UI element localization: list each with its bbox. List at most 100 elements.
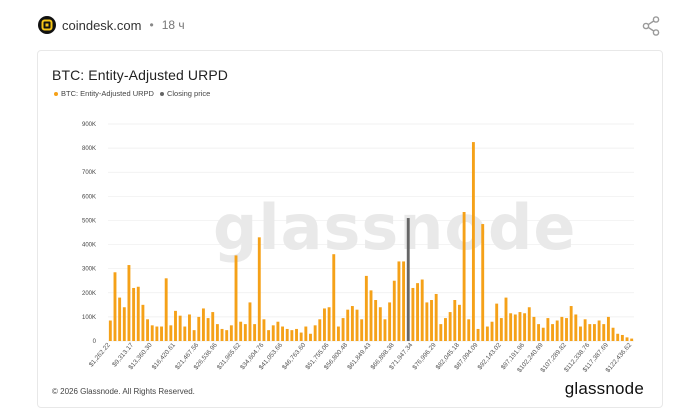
urpd-bar[interactable] <box>532 316 536 341</box>
urpd-bar[interactable] <box>164 278 168 341</box>
urpd-bar[interactable] <box>201 308 205 341</box>
urpd-bar[interactable] <box>565 318 568 341</box>
urpd-bar[interactable] <box>630 338 634 341</box>
urpd-bar[interactable] <box>299 332 303 341</box>
urpd-bar[interactable] <box>606 316 610 341</box>
legend-item-urpd[interactable]: BTC: Entity-Adjusted URPD <box>54 89 154 98</box>
urpd-bar[interactable] <box>239 321 243 341</box>
urpd-bar[interactable] <box>350 306 354 341</box>
urpd-bar[interactable] <box>481 224 485 341</box>
urpd-bar[interactable] <box>476 328 480 341</box>
urpd-bar[interactable] <box>257 237 261 341</box>
urpd-bar[interactable] <box>323 308 326 341</box>
urpd-bar[interactable] <box>579 326 582 341</box>
urpd-bar[interactable] <box>616 333 620 341</box>
urpd-bar[interactable] <box>113 272 117 341</box>
urpd-bar[interactable] <box>309 333 312 341</box>
legend-item-closing-price[interactable]: Closing price <box>159 89 210 98</box>
glassnode-logo[interactable]: glassnode <box>564 379 644 398</box>
urpd-bar[interactable] <box>285 328 289 341</box>
urpd-bar[interactable] <box>588 324 592 341</box>
urpd-bar[interactable] <box>318 319 322 341</box>
urpd-bar[interactable] <box>304 326 308 341</box>
urpd-bar[interactable] <box>369 290 373 341</box>
urpd-bar[interactable] <box>346 309 350 341</box>
urpd-bar[interactable] <box>574 314 578 341</box>
urpd-bar[interactable] <box>374 300 378 341</box>
urpd-bar[interactable] <box>341 318 345 341</box>
urpd-bar[interactable] <box>458 304 461 341</box>
urpd-bar[interactable] <box>155 326 159 341</box>
urpd-bar[interactable] <box>355 309 359 341</box>
urpd-bar[interactable] <box>295 328 298 341</box>
urpd-bar[interactable] <box>327 307 331 341</box>
urpd-bar[interactable] <box>513 314 517 341</box>
urpd-bar[interactable] <box>267 330 271 341</box>
urpd-bar[interactable] <box>160 326 163 341</box>
urpd-bar[interactable] <box>420 279 424 341</box>
chart-card[interactable]: BTC: Entity-Adjusted URPD BTC: Entity-Ad… <box>37 50 663 408</box>
urpd-bar[interactable] <box>611 327 615 341</box>
urpd-bar[interactable] <box>248 302 252 341</box>
urpd-bar[interactable] <box>290 330 294 341</box>
urpd-bar[interactable] <box>127 265 131 341</box>
urpd-bar[interactable] <box>471 142 475 341</box>
urpd-bar[interactable] <box>430 300 433 341</box>
urpd-bar[interactable] <box>625 337 629 341</box>
urpd-bar[interactable] <box>108 320 112 341</box>
urpd-bar[interactable] <box>592 324 596 341</box>
urpd-bar[interactable] <box>360 319 364 341</box>
urpd-bar[interactable] <box>332 254 336 341</box>
urpd-bar[interactable] <box>364 275 368 341</box>
urpd-bar[interactable] <box>504 297 508 341</box>
urpd-bar[interactable] <box>188 314 191 341</box>
urpd-bar[interactable] <box>551 324 554 341</box>
urpd-bar[interactable] <box>583 319 587 341</box>
urpd-bar[interactable] <box>136 286 140 341</box>
urpd-bar[interactable] <box>597 320 601 341</box>
urpd-bar[interactable] <box>444 318 447 341</box>
urpd-bar[interactable] <box>546 318 550 341</box>
urpd-bar[interactable] <box>392 280 396 341</box>
urpd-bar[interactable] <box>336 326 340 341</box>
urpd-bar[interactable] <box>541 327 545 341</box>
urpd-bar[interactable] <box>262 319 266 341</box>
urpd-bar[interactable] <box>537 324 541 341</box>
urpd-bar[interactable] <box>439 324 443 341</box>
coindesk-logo-icon[interactable] <box>38 16 56 34</box>
urpd-bar[interactable] <box>211 312 215 341</box>
urpd-bar[interactable] <box>243 324 247 341</box>
urpd-bar[interactable] <box>485 326 489 341</box>
urpd-bar[interactable] <box>276 321 280 341</box>
urpd-bar[interactable] <box>183 326 187 341</box>
urpd-bar[interactable] <box>523 313 527 341</box>
urpd-bar[interactable] <box>141 304 145 341</box>
urpd-bar[interactable] <box>197 316 201 341</box>
urpd-bar[interactable] <box>169 325 173 341</box>
urpd-bar[interactable] <box>518 312 522 341</box>
urpd-bar[interactable] <box>467 319 471 341</box>
urpd-bar[interactable] <box>225 330 229 341</box>
urpd-bar[interactable] <box>448 312 452 341</box>
urpd-bar[interactable] <box>271 325 275 341</box>
urpd-bar[interactable] <box>569 306 573 341</box>
urpd-bar[interactable] <box>495 303 499 341</box>
urpd-bar[interactable] <box>527 307 531 341</box>
urpd-bar[interactable] <box>620 334 624 341</box>
urpd-bar[interactable] <box>150 325 154 341</box>
urpd-bar[interactable] <box>122 307 126 341</box>
urpd-bar[interactable] <box>178 315 182 341</box>
urpd-bar[interactable] <box>462 212 466 341</box>
urpd-bar[interactable] <box>453 300 457 341</box>
urpd-bar[interactable] <box>206 318 210 341</box>
urpd-bar[interactable] <box>560 316 564 341</box>
urpd-bar[interactable] <box>411 287 415 341</box>
urpd-bar[interactable] <box>234 255 238 341</box>
urpd-bar[interactable] <box>313 325 317 341</box>
urpd-bar[interactable] <box>192 330 196 341</box>
urpd-bar[interactable] <box>425 302 429 341</box>
urpd-bar[interactable] <box>434 293 438 341</box>
closing-price-bar[interactable] <box>406 218 410 341</box>
urpd-bar[interactable] <box>281 326 284 341</box>
urpd-bar[interactable] <box>509 313 513 341</box>
